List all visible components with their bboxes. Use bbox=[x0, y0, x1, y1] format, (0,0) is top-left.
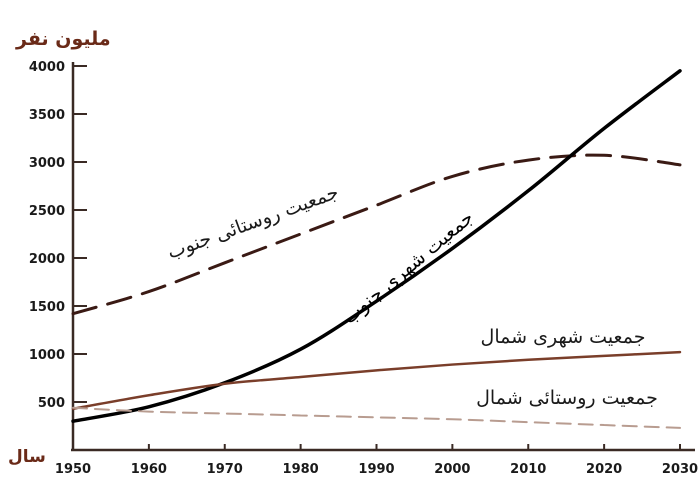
series-line bbox=[71, 153, 682, 316]
x-tick-label: 1980 bbox=[283, 462, 319, 477]
series-label: جمعیت روستائی شمال bbox=[476, 387, 658, 409]
x-tick-label: 1970 bbox=[207, 462, 243, 477]
y-tick-label: 2000 bbox=[29, 252, 65, 267]
x-tick-label: 1990 bbox=[358, 462, 394, 477]
x-axis-ticks: 1950 1960 1970 1980 1990 2000 2010 2020 2030 bbox=[55, 444, 698, 477]
y-tick-label: 3500 bbox=[29, 108, 65, 123]
y-tick-label: 500 bbox=[38, 396, 65, 411]
y-tick-label: 1500 bbox=[29, 300, 65, 315]
y-axis-ticks: 500 1000 1500 2000 2500 3000 3500 4000 bbox=[29, 60, 87, 411]
y-tick-label: 4000 bbox=[29, 60, 65, 75]
y-tick-label: 3000 bbox=[29, 156, 65, 171]
y-tick-label: 1000 bbox=[29, 348, 65, 363]
x-tick-label: 1960 bbox=[131, 462, 167, 477]
x-tick-label: 1950 bbox=[55, 462, 91, 477]
series-label: جمعیت شهری شمال bbox=[481, 326, 646, 348]
series-line bbox=[72, 406, 681, 429]
y-axis-label: ملیون نفر bbox=[15, 28, 111, 50]
series-layer bbox=[71, 69, 682, 429]
x-tick-label: 2010 bbox=[510, 462, 546, 477]
series-line bbox=[71, 350, 682, 410]
x-axis-label: سال bbox=[8, 447, 46, 467]
x-tick-label: 2020 bbox=[586, 462, 622, 477]
y-tick-label: 2500 bbox=[29, 204, 65, 219]
x-tick-label: 2030 bbox=[662, 462, 698, 477]
x-tick-label: 2000 bbox=[434, 462, 470, 477]
series-line bbox=[71, 69, 682, 423]
